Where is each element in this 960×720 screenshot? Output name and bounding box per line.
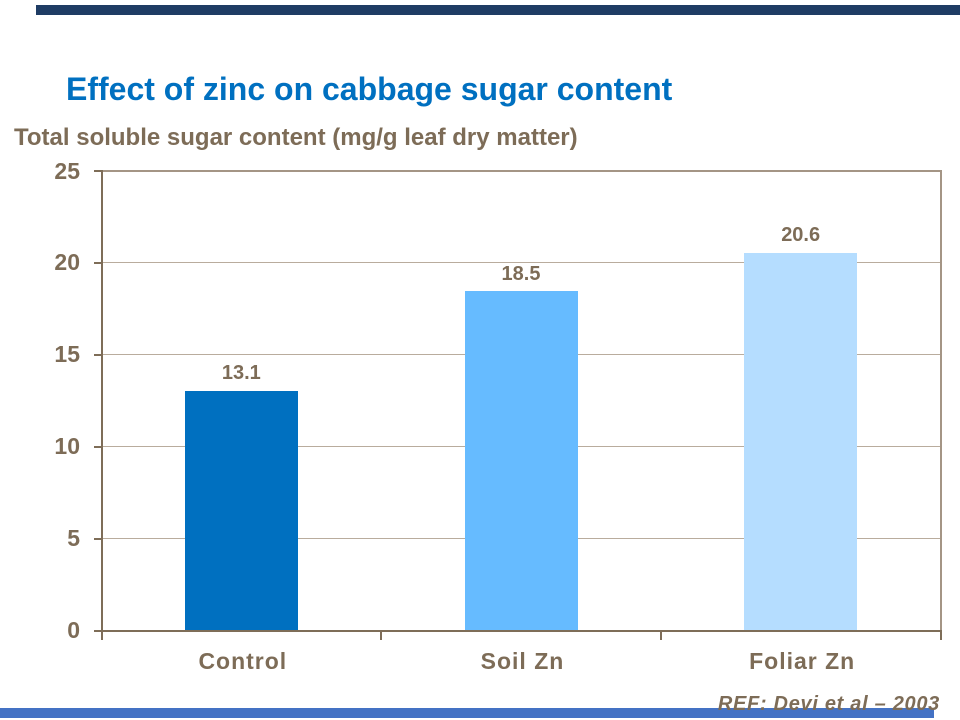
y-tick-label-10: 10	[54, 433, 80, 460]
x-tick-0	[100, 630, 103, 640]
y-axis-title: Total soluble sugar content (mg/g leaf d…	[14, 124, 578, 151]
reference-note: REF: Devi et al – 2003	[717, 693, 940, 715]
bar-control	[184, 390, 298, 631]
y-tick-label-15: 15	[54, 341, 80, 368]
y-tick-10	[93, 445, 102, 448]
gridline-20	[102, 262, 940, 264]
bar-foliar-zn	[744, 252, 858, 631]
y-tick-label-5: 5	[67, 525, 80, 552]
bar-soil-zn	[464, 291, 578, 631]
category-label-2: Foliar Zn	[749, 648, 856, 674]
value-label-2: 20.6	[781, 224, 821, 247]
x-tick-1	[380, 630, 383, 640]
y-axis-line	[100, 170, 103, 632]
y-tick-20	[93, 261, 102, 264]
y-tick-15	[93, 353, 102, 356]
y-tick-label-25: 25	[54, 157, 80, 184]
chart-title: Effect of zinc on cabbage sugar content	[66, 71, 673, 107]
x-tick-2	[659, 630, 662, 640]
y-tick-5	[93, 537, 102, 540]
value-label-0: 13.1	[221, 362, 261, 385]
plot-border-top	[100, 170, 942, 172]
bottom-accent-bar	[0, 708, 934, 718]
y-tick-label-20: 20	[54, 249, 80, 276]
x-axis-line	[93, 629, 942, 632]
y-tick-label-0: 0	[67, 617, 80, 643]
x-tick-3	[939, 630, 942, 640]
y-tick-25	[93, 170, 102, 172]
top-accent-bar	[36, 5, 960, 15]
plot-border-right	[939, 171, 942, 631]
value-label-1: 18.5	[501, 262, 541, 285]
category-label-0: Control	[198, 648, 288, 674]
category-label-1: Soil Zn	[480, 648, 565, 674]
